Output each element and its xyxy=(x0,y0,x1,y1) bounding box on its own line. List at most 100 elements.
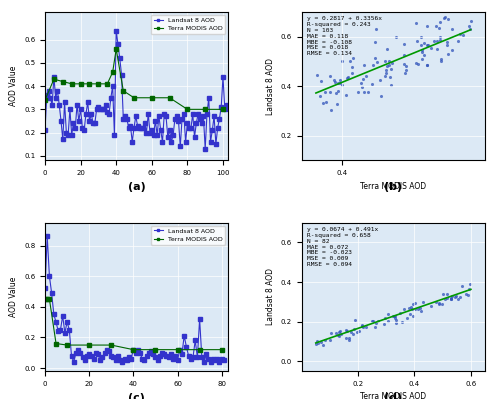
Point xyxy=(317,78,325,84)
Point xyxy=(437,57,445,64)
Point xyxy=(362,73,370,79)
Point xyxy=(466,8,473,14)
Point xyxy=(382,67,390,73)
Point xyxy=(452,293,460,299)
Terra MODIS AOD xyxy=(42,98,48,103)
Point xyxy=(451,293,459,300)
Point xyxy=(336,331,344,338)
Point xyxy=(370,324,378,330)
Landsat 8 AOD xyxy=(44,234,50,239)
Point xyxy=(434,46,442,52)
Point xyxy=(334,332,342,338)
Point xyxy=(390,315,398,321)
Point xyxy=(416,308,424,314)
Terra MODIS AOD xyxy=(131,95,137,100)
Point xyxy=(420,40,428,46)
Point xyxy=(371,54,379,61)
Point xyxy=(316,93,324,100)
Point xyxy=(412,20,420,26)
Legend: Landsat 8 AOD, Terra MODIS AOD: Landsat 8 AOD, Terra MODIS AOD xyxy=(151,15,225,34)
Point xyxy=(374,59,382,65)
Point xyxy=(334,88,342,94)
Landsat 8 AOD xyxy=(186,354,192,358)
Point xyxy=(432,23,440,30)
Landsat 8 AOD xyxy=(210,128,216,132)
Point xyxy=(318,339,326,345)
Point xyxy=(343,75,351,81)
Terra MODIS AOD xyxy=(113,47,119,51)
Point xyxy=(326,337,334,343)
Point xyxy=(436,300,444,306)
Point xyxy=(372,319,380,326)
Point xyxy=(382,69,390,76)
Point xyxy=(443,291,451,297)
Terra MODIS AOD xyxy=(218,347,224,352)
Point xyxy=(321,89,329,95)
Point xyxy=(380,320,388,327)
Point xyxy=(418,49,426,55)
Point xyxy=(313,72,321,78)
Terra MODIS AOD xyxy=(110,70,116,75)
Terra MODIS AOD xyxy=(174,347,180,352)
Landsat 8 AOD xyxy=(206,95,212,100)
Point xyxy=(412,60,420,67)
Point xyxy=(418,41,426,48)
Point xyxy=(360,89,368,95)
Point xyxy=(419,298,427,305)
Point xyxy=(444,51,452,57)
Point xyxy=(458,283,466,289)
Point xyxy=(314,340,322,346)
Point xyxy=(410,301,418,308)
Point xyxy=(368,318,376,324)
Point xyxy=(374,318,382,324)
Point xyxy=(332,90,340,96)
Text: y = 0.2817 + 0.3356x
R-squared = 0.243
N = 103
MAE = 0.118
MBE = -0.108
MSE = 0.: y = 0.2817 + 0.3356x R-squared = 0.243 N… xyxy=(307,16,382,56)
Point xyxy=(390,312,398,319)
Point xyxy=(448,295,456,302)
Point xyxy=(358,84,366,90)
Point xyxy=(392,320,400,327)
Point xyxy=(332,101,340,107)
Terra MODIS AOD xyxy=(42,297,48,302)
Landsat 8 AOD xyxy=(224,102,230,107)
Point xyxy=(392,317,400,323)
Point xyxy=(434,300,442,307)
Point xyxy=(440,296,448,302)
Point xyxy=(391,313,399,320)
Point xyxy=(464,292,471,298)
Point xyxy=(382,73,390,79)
Point xyxy=(448,26,456,32)
Line: Landsat 8 AOD: Landsat 8 AOD xyxy=(44,29,228,150)
Point xyxy=(364,89,372,95)
Landsat 8 AOD xyxy=(42,286,48,291)
Point xyxy=(330,77,338,83)
Terra MODIS AOD xyxy=(44,297,50,302)
Point xyxy=(345,336,353,343)
Landsat 8 AOD xyxy=(97,358,103,363)
Line: Terra MODIS AOD: Terra MODIS AOD xyxy=(44,47,224,111)
Point xyxy=(438,301,446,308)
Landsat 8 AOD xyxy=(221,358,227,363)
Point xyxy=(400,61,408,67)
Point xyxy=(318,342,326,348)
Point xyxy=(327,330,335,336)
Point xyxy=(398,319,406,325)
Point xyxy=(389,312,397,319)
Point xyxy=(420,52,428,58)
Terra MODIS AOD xyxy=(78,81,84,86)
Point xyxy=(360,61,368,68)
Point xyxy=(371,39,379,45)
Point xyxy=(439,291,447,297)
Point xyxy=(448,294,456,301)
Point xyxy=(454,38,462,44)
Terra MODIS AOD xyxy=(220,107,226,112)
Point xyxy=(400,306,408,312)
Point xyxy=(358,322,366,328)
Point xyxy=(343,328,351,334)
Point xyxy=(312,338,320,344)
Point xyxy=(384,311,392,317)
Landsat 8 AOD xyxy=(130,347,136,352)
Point xyxy=(356,80,364,87)
Point xyxy=(401,70,409,76)
Point xyxy=(388,60,396,66)
